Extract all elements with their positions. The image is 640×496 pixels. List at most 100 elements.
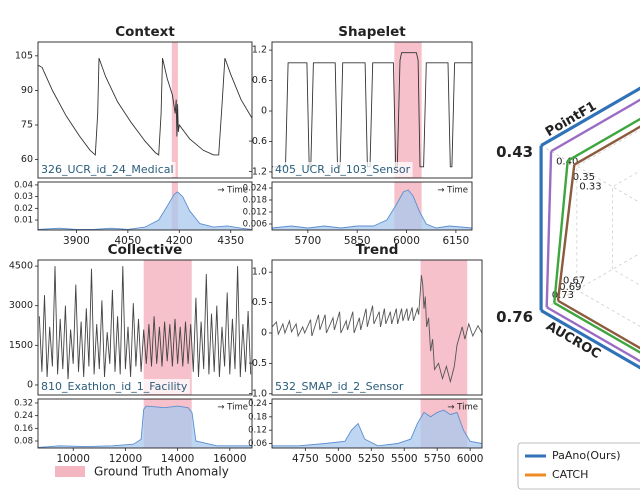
- x-tick-label: 5000: [325, 453, 352, 465]
- x-tick-label: 10000: [57, 453, 90, 465]
- y-tick-label: 0: [261, 106, 267, 117]
- y-tick-label: 0.5: [252, 297, 267, 308]
- radar-edge: [546, 306, 640, 363]
- radar-value-label: 0.69: [559, 282, 581, 293]
- radar-series: [556, 164, 576, 301]
- plot-border: [271, 41, 473, 179]
- x-tick-label: 16000: [213, 453, 246, 465]
- time-label: → Time: [217, 186, 248, 196]
- x-tick-label: 14000: [161, 453, 194, 465]
- x-tick-label: 5700: [294, 235, 321, 247]
- y-tick-label: 0.16: [14, 424, 33, 434]
- dataset-label: 810_Exathlon_id_1_Facility: [41, 380, 188, 393]
- y-tick-label: 1500: [9, 340, 33, 351]
- y-tick-label: 0: [27, 379, 33, 390]
- y-tick-label: 0.018: [243, 196, 267, 206]
- panel: -1.0 -0.5 0 0.5 1.0 Trend 532_SMAP_id_2_Sensor: [248, 242, 483, 399]
- radar-series: [553, 160, 569, 304]
- y-tick-label: 0.6: [252, 75, 267, 86]
- plot-area: [38, 182, 252, 230]
- radar-edge: [567, 117, 640, 162]
- time-label: → Time: [447, 403, 478, 413]
- plot-content: [272, 260, 482, 395]
- series-line: [272, 275, 482, 384]
- x-tick-label: 4350: [217, 235, 244, 247]
- y-tick-label: 0.024: [243, 184, 267, 194]
- x-tick-label: 4050: [114, 235, 141, 247]
- plot-area: [38, 42, 252, 178]
- y-tick-label: 0.03: [14, 192, 33, 202]
- plot-area: [272, 42, 472, 178]
- anomaly-region: [143, 260, 192, 395]
- panel: 0.06 0.12 0.18 0.24 4750 5000 5250 5500 5750 6000…: [248, 398, 484, 465]
- panel-title: Shapelet: [338, 24, 406, 40]
- legend-swatch: [55, 466, 85, 477]
- x-tick-label: 5850: [344, 235, 371, 247]
- score-line: [38, 405, 252, 448]
- legend-entry: PaAno(Ours): [552, 449, 621, 462]
- y-tick-label: 1.0: [252, 267, 267, 278]
- radar-edge: [557, 299, 640, 350]
- y-tick-label: 0.32: [14, 398, 33, 408]
- score-area: [38, 406, 252, 448]
- y-tick-label: 0.08: [14, 437, 33, 447]
- panel: -1.2 -0.6 0 0.6 1.2 Shapelet 405_UCR_id_103_Se…: [248, 24, 473, 179]
- annotation-bg: [273, 379, 406, 394]
- legend-entry: CATCH: [552, 468, 588, 481]
- plot-content: [38, 182, 252, 230]
- time-label: → Time: [437, 186, 468, 196]
- x-tick-label: 6150: [443, 235, 470, 247]
- radar-edge: [540, 86, 640, 147]
- plot-border: [271, 259, 483, 396]
- series-line: [38, 266, 252, 380]
- y-tick-label: 0.18: [248, 412, 267, 422]
- y-tick-label: 0.02: [14, 204, 33, 214]
- radar-chart: 0.430.760.400.730.350.690.330.67PointF1A…: [496, 86, 640, 490]
- y-tick-label: 0.24: [248, 399, 267, 409]
- y-tick-label: 0.01: [14, 216, 33, 226]
- x-tick-label: 4200: [166, 235, 193, 247]
- plot-content: [38, 399, 252, 448]
- annotation-bg: [273, 162, 413, 177]
- x-tick-label: 5250: [358, 453, 385, 465]
- y-tick-label: -0.6: [248, 136, 267, 147]
- dataset-label: 326_UCR_id_24_Medical: [41, 163, 174, 176]
- y-tick-label: 0.006: [243, 220, 267, 230]
- plot-border: [271, 398, 483, 449]
- y-tick-label: 0.012: [243, 208, 267, 218]
- x-tick-label: 5500: [391, 453, 418, 465]
- y-tick-label: 75: [21, 119, 33, 130]
- y-tick-label: 105: [15, 50, 33, 61]
- annotation-bg: [39, 379, 190, 394]
- plot-border: [271, 181, 473, 231]
- x-tick-label: 4750: [292, 453, 319, 465]
- radar-value-label: 0.35: [573, 172, 595, 183]
- radar-axis-label: PointF1: [543, 99, 599, 140]
- y-tick-label: 1.2: [252, 45, 267, 56]
- panel: 0.006 0.012 0.018 0.024 5700 5850 6000 6150 → Ti…: [243, 181, 473, 247]
- plot-content: [38, 260, 252, 395]
- plot-area: [272, 182, 472, 230]
- score-line: [38, 191, 252, 230]
- y-tick-label: 0: [261, 327, 267, 338]
- panel: 0.08 0.16 0.24 0.32 10000 12000 14000 16000 → Ti…: [14, 398, 253, 465]
- radar-value-label: 0.67: [563, 276, 585, 287]
- score-line: [272, 189, 472, 229]
- plot-content: [272, 182, 472, 230]
- score-area: [272, 410, 482, 448]
- y-tick-label: -0.5: [248, 358, 267, 369]
- anomaly-region: [420, 260, 468, 395]
- radar-edge: [550, 98, 640, 153]
- radar-edge: [540, 309, 640, 370]
- y-tick-label: -1.0: [248, 388, 267, 399]
- radar-grid: [612, 170, 640, 286]
- radar-value-label: 0.73: [552, 290, 574, 301]
- annotation-bg: [39, 162, 176, 177]
- x-tick-label: 6000: [393, 235, 420, 247]
- y-tick-label: -1.2: [248, 166, 267, 177]
- panel-title: Context: [115, 24, 175, 40]
- plot-content: [272, 42, 472, 178]
- panel: 0.01 0.02 0.03 0.04 3900 4050 4200 4350 → Time: [14, 180, 253, 247]
